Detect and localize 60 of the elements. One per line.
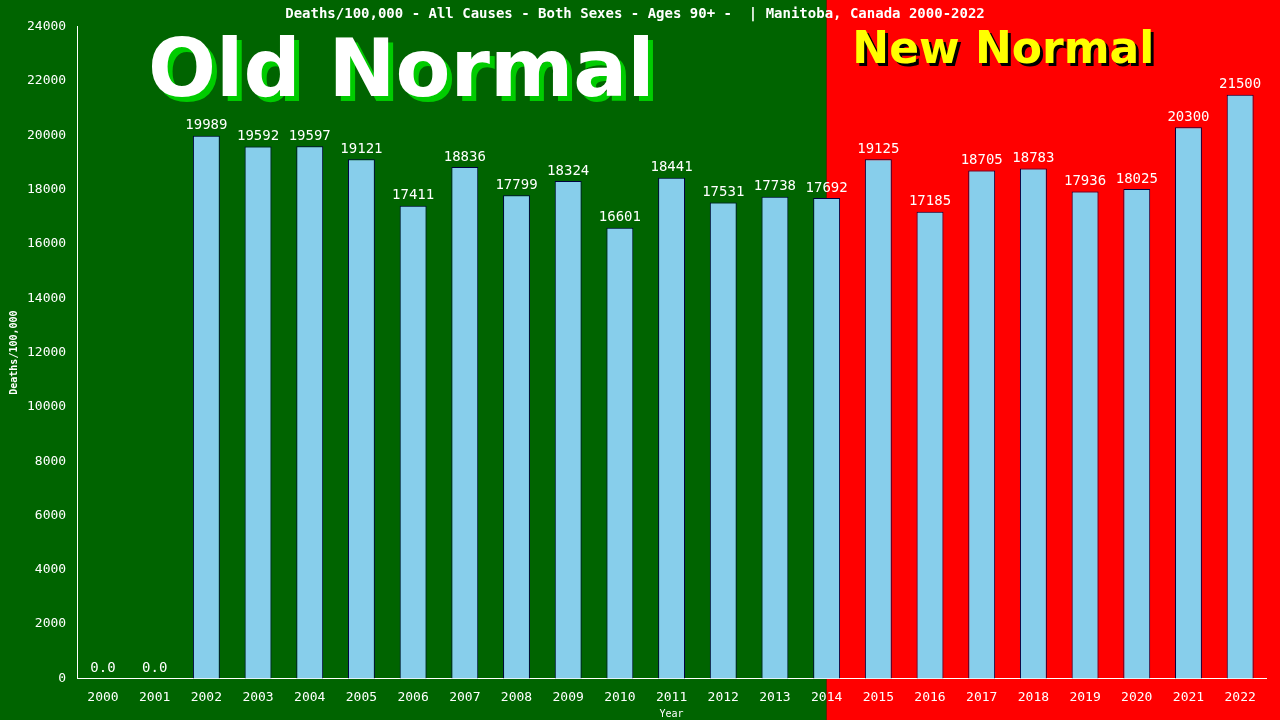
y-tick-label: 12000 — [26, 343, 67, 359]
data-label: 18441 — [650, 158, 693, 175]
x-tick-label: 2008 — [500, 688, 533, 704]
x-tick-label: 2019 — [1069, 688, 1101, 704]
x-tick-label: 2009 — [552, 688, 584, 704]
x-tick-label: 2013 — [759, 688, 791, 704]
x-tick-label: 2012 — [707, 688, 739, 704]
y-tick-label: 0 — [58, 669, 67, 685]
x-tick-label: 2004 — [294, 688, 326, 704]
data-label: 17936 — [1064, 172, 1107, 189]
x-tick-label: 2005 — [345, 688, 378, 704]
data-label: 17185 — [908, 192, 952, 209]
y-tick-label: 8000 — [34, 452, 67, 468]
x-tick-label: 2016 — [914, 688, 946, 704]
x-tick-label: 2017 — [966, 688, 998, 704]
x-tick-label: 2010 — [604, 688, 636, 704]
data-label: 19597 — [288, 126, 331, 143]
x-tick-label: 2021 — [1172, 688, 1205, 704]
data-label: 17738 — [753, 177, 797, 194]
data-label: 17799 — [495, 175, 538, 192]
x-tick-label: 2022 — [1224, 688, 1256, 704]
x-axis-title: Year — [659, 707, 684, 719]
y-tick-label: 14000 — [26, 289, 67, 305]
data-label: 17531 — [702, 183, 745, 200]
data-label: 21500 — [1219, 75, 1262, 92]
x-tick-label: 2002 — [190, 688, 223, 704]
data-label: 0.0 — [90, 659, 116, 676]
data-label: 17411 — [392, 186, 435, 203]
data-label: 20300 — [1167, 107, 1210, 124]
x-tick-label: 2001 — [139, 688, 171, 704]
x-tick-label: 2006 — [397, 688, 429, 704]
data-label: 19121 — [340, 139, 383, 156]
y-tick-label: 24000 — [26, 18, 67, 34]
x-tick-label: 2000 — [87, 688, 119, 704]
data-label: 0.0 — [142, 659, 168, 676]
data-label: 18025 — [1115, 169, 1158, 186]
y-tick-label: 18000 — [26, 181, 67, 197]
y-tick-label: 2000 — [34, 615, 67, 631]
x-tick-label: 2020 — [1121, 688, 1153, 704]
data-label: 18783 — [1012, 149, 1055, 166]
y-tick-label: 20000 — [26, 126, 67, 142]
y-tick-label: 10000 — [26, 398, 67, 414]
data-label: 18705 — [960, 151, 1003, 168]
y-tick-label: 22000 — [26, 72, 67, 88]
data-label: 19125 — [857, 139, 900, 156]
data-label: 18324 — [547, 161, 590, 178]
band-label: New Normal — [852, 22, 1155, 74]
y-tick-label: 6000 — [34, 506, 67, 522]
x-tick-label: 2018 — [1017, 688, 1050, 704]
y-tick-label: 4000 — [34, 561, 67, 577]
y-tick-label: 16000 — [26, 235, 67, 251]
data-label: 18836 — [443, 147, 486, 164]
data-label: 16601 — [598, 208, 641, 225]
x-tick-label: 2003 — [242, 688, 274, 704]
x-tick-label: 2007 — [449, 688, 481, 704]
x-tick-label: 2011 — [655, 688, 688, 704]
x-tick-label: 2015 — [862, 688, 894, 704]
data-label: 19592 — [236, 127, 280, 144]
data-label: 19989 — [185, 116, 228, 133]
y-axis-title: Deaths/100,000 — [7, 310, 19, 395]
